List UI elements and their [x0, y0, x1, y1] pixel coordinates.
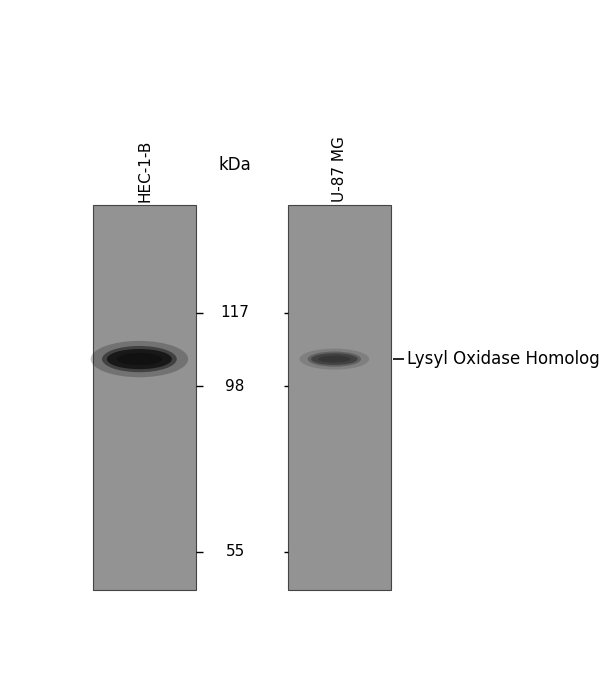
- Text: 117: 117: [220, 306, 249, 320]
- Text: kDa: kDa: [219, 156, 252, 174]
- Text: 98: 98: [225, 379, 245, 393]
- Ellipse shape: [90, 341, 188, 377]
- Ellipse shape: [318, 355, 350, 362]
- Ellipse shape: [117, 353, 162, 365]
- Text: 55: 55: [225, 544, 244, 559]
- Ellipse shape: [311, 353, 358, 365]
- Ellipse shape: [107, 349, 172, 369]
- Ellipse shape: [300, 348, 369, 370]
- Ellipse shape: [308, 351, 361, 366]
- Bar: [93, 205, 196, 590]
- Bar: [289, 205, 391, 590]
- Ellipse shape: [102, 346, 177, 372]
- Text: U-87 MG: U-87 MG: [332, 137, 347, 202]
- Text: HEC-1-B: HEC-1-B: [137, 140, 152, 202]
- Text: Lysyl Oxidase Homolog 2: Lysyl Oxidase Homolog 2: [407, 350, 599, 368]
